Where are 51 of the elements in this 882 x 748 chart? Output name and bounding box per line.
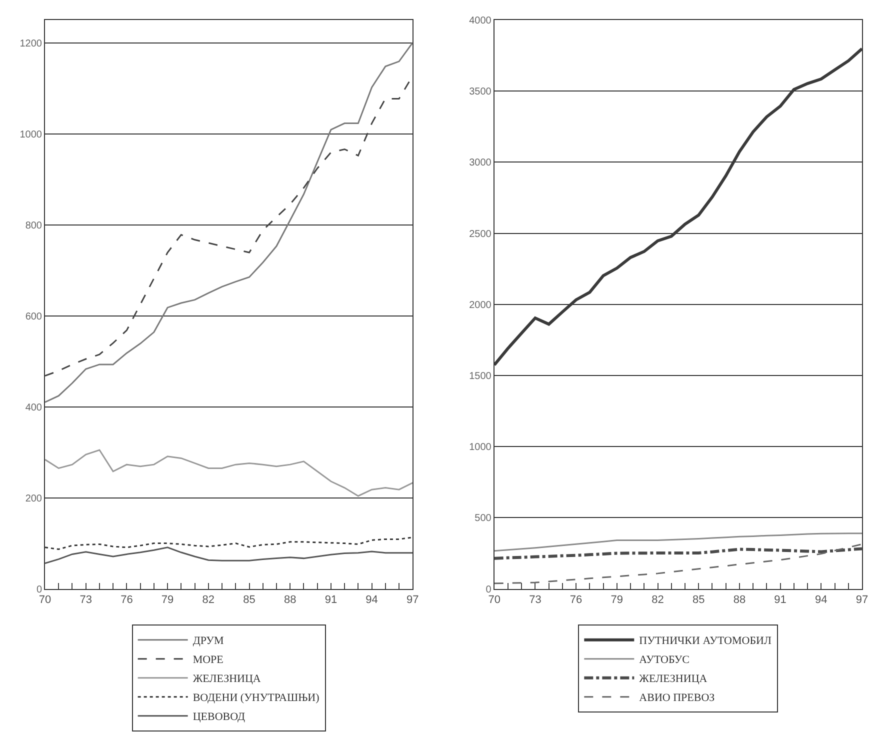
y-tick-label: 2000: [469, 300, 492, 311]
legend-label: ПУТНИЧКИ АУТОМОБИЛ: [639, 635, 772, 648]
x-tick-label: 79: [161, 594, 174, 606]
legend-label: АУТОБУС: [639, 654, 690, 666]
y-tick-label: 1200: [20, 38, 42, 50]
x-tick-label: 76: [570, 594, 582, 606]
x-tick-label: 97: [856, 594, 868, 606]
x-tick-label: 85: [692, 594, 705, 606]
y-tick-label: 1000: [20, 129, 42, 140]
x-tick-label: 88: [733, 594, 746, 606]
y-tick-label: 0: [486, 584, 492, 596]
y-tick-label: 600: [25, 311, 42, 322]
y-tick-label: 4000: [469, 16, 492, 26]
legend-label: ДРУМ: [192, 635, 224, 648]
y-tick-label: 3000: [469, 158, 492, 169]
line-series: [45, 546, 413, 564]
x-tick-label: 73: [80, 594, 92, 606]
x-tick-label: 70: [488, 594, 500, 606]
legend-label: МОРЕ: [192, 654, 224, 666]
y-tick-label: 0: [36, 584, 42, 596]
legend-label: ЖЕЛЕЗНИЦА: [639, 673, 708, 686]
x-tick-label: 94: [815, 594, 828, 606]
x-tick-label: 70: [38, 594, 52, 606]
x-tick-label: 82: [202, 594, 215, 606]
x-tick-label: 88: [284, 594, 296, 606]
legend-label: АВИО ПРЕВОЗ: [639, 692, 716, 704]
y-tick-label: 2500: [469, 228, 492, 240]
legend-label: ВОДЕНИ (УНУТРАШЊИ): [192, 692, 320, 704]
x-tick-label: 76: [120, 594, 133, 606]
y-tick-label: 800: [25, 220, 42, 232]
x-tick-label: 94: [366, 594, 378, 606]
x-tick-label: 82: [652, 594, 664, 606]
x-tick-label: 79: [610, 594, 624, 606]
legend-label: ЖЕЛЕЗНИЦА: [192, 673, 261, 686]
line-series: [494, 532, 862, 552]
y-tick-label: 3500: [469, 86, 492, 98]
y-tick-label: 500: [474, 513, 492, 524]
y-tick-label: 1500: [469, 371, 492, 382]
x-tick-label: 97: [406, 594, 419, 606]
y-tick-label: 400: [25, 402, 42, 414]
legend-label: ЦЕВОВОД: [192, 711, 246, 724]
line-series: [494, 547, 862, 560]
line-series: [494, 543, 862, 584]
line-series: [45, 449, 413, 497]
x-tick-label: 91: [774, 594, 786, 606]
y-tick-label: 1000: [469, 442, 492, 454]
y-tick-label: 200: [25, 493, 42, 504]
x-tick-label: 85: [243, 594, 256, 606]
x-tick-label: 91: [324, 594, 338, 606]
line-series: [45, 42, 413, 403]
x-tick-label: 73: [529, 594, 542, 606]
